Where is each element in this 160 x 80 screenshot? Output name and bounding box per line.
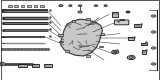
Polygon shape [61,19,102,56]
Bar [134,24,141,27]
Circle shape [78,5,82,6]
Bar [27,5,31,7]
Bar [112,12,118,17]
Bar [86,55,90,57]
Circle shape [151,15,156,17]
Bar [44,64,52,67]
Circle shape [69,5,72,6]
Bar [99,46,103,47]
Bar [14,5,18,7]
Bar [18,64,27,67]
Bar [32,64,39,67]
Bar [21,5,24,7]
Circle shape [0,63,3,65]
Circle shape [94,5,98,6]
Bar [72,20,75,22]
Circle shape [78,11,82,13]
Bar [8,5,12,7]
FancyBboxPatch shape [114,20,129,25]
Circle shape [114,51,117,53]
Bar [128,37,134,40]
Bar [86,18,90,20]
Bar [40,5,44,7]
Bar [65,50,69,52]
Bar [142,50,146,54]
Bar [120,19,124,20]
Circle shape [59,5,63,7]
Circle shape [129,57,133,58]
Bar [34,5,37,7]
Circle shape [151,47,156,49]
Circle shape [151,31,156,33]
Circle shape [151,63,156,65]
Bar [58,34,63,36]
Circle shape [112,50,119,54]
Bar [141,43,147,45]
Circle shape [126,11,130,13]
Circle shape [0,62,5,66]
Circle shape [127,56,135,60]
Bar [101,33,104,35]
Circle shape [104,5,107,6]
Bar [59,41,63,42]
